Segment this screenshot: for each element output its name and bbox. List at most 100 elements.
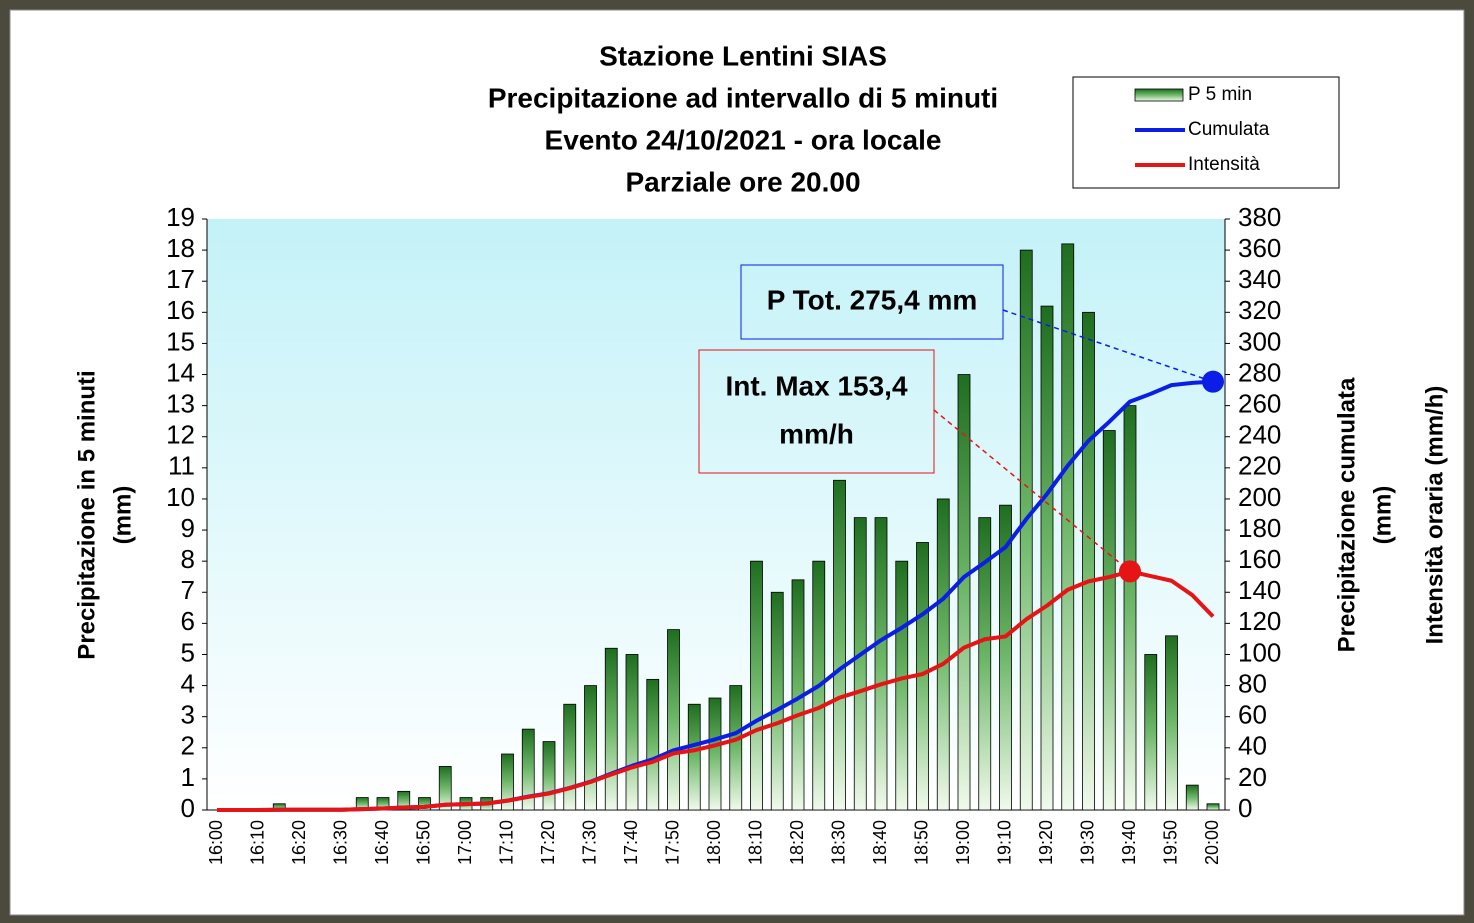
bar — [1144, 654, 1158, 811]
bar — [1040, 305, 1054, 811]
y2-axis-label: Precipitazione cumulata — [1333, 377, 1360, 652]
bar — [874, 517, 888, 811]
y2-tick-label: 180 — [1238, 513, 1281, 543]
bar — [1102, 430, 1116, 811]
bar — [895, 560, 909, 811]
x-tick-label: 16:40 — [372, 820, 392, 865]
annotation-box — [698, 349, 935, 474]
annotation-box — [740, 264, 1004, 340]
y-tick-label: 9 — [181, 513, 195, 543]
x-tick-label: 19:50 — [1160, 820, 1180, 865]
y3-axis-label: Intensità oraria (mm/h) — [1421, 386, 1448, 645]
bar — [999, 504, 1012, 811]
y-tick-label: 11 — [168, 451, 195, 481]
y-tick-label: 2 — [181, 731, 195, 761]
bar — [542, 741, 556, 811]
y2-tick-label: 340 — [1238, 264, 1281, 294]
y-tick-label: 10 — [166, 482, 195, 512]
y2-tick-label: 280 — [1238, 357, 1281, 387]
y-tick-label: 4 — [181, 668, 195, 698]
x-tick-label: 16:20 — [289, 820, 309, 865]
bar — [438, 766, 452, 811]
y2-tick-label: 0 — [1238, 793, 1252, 823]
x-tick-label: 17:10 — [496, 820, 516, 865]
x-tick-label: 18:30 — [828, 820, 848, 865]
chart-title: Precipitazione ad intervallo di 5 minuti — [488, 82, 998, 113]
y2-tick-label: 60 — [1238, 700, 1267, 730]
x-tick-label: 17:50 — [662, 820, 682, 865]
chart-title: Stazione Lentini SIAS — [599, 40, 887, 71]
line — [217, 569, 1215, 812]
y-tick-label: 17 — [166, 264, 195, 294]
legend-label: Cumulata — [1188, 119, 1270, 140]
y-tick-label: 14 — [166, 357, 195, 387]
legend-label: Intensità — [1188, 154, 1260, 175]
bar — [833, 479, 846, 811]
y2-tick-label: 80 — [1238, 668, 1267, 698]
x-tick-label: 17:30 — [579, 820, 599, 865]
y2-tick-label: 240 — [1238, 420, 1281, 450]
x-tick-label: 18:20 — [787, 820, 807, 865]
bar — [770, 591, 784, 811]
y2-tick-label: 220 — [1238, 451, 1281, 481]
legend-label: P 5 min — [1188, 84, 1252, 105]
y-tick-label: 13 — [166, 389, 195, 419]
bar — [563, 703, 577, 811]
y2-tick-label: 40 — [1238, 731, 1267, 761]
annotation-leader — [1002, 309, 1214, 383]
y2-tick-label: 120 — [1238, 606, 1281, 636]
x-tick-label: 18:10 — [745, 820, 765, 865]
chart-title: Evento 24/10/2021 - ora locale — [545, 124, 942, 155]
y2-tick-label: 160 — [1238, 544, 1281, 574]
y-tick-label: 8 — [181, 544, 195, 574]
y-tick-label: 19 — [166, 202, 195, 232]
bar — [957, 374, 971, 811]
x-tick-label: 19:10 — [994, 820, 1014, 865]
y-tick-label: 18 — [166, 233, 195, 263]
x-tick-label: 16:30 — [330, 820, 350, 865]
y-tick-label: 3 — [181, 700, 195, 730]
x-tick-label: 18:40 — [870, 820, 890, 865]
bar — [936, 498, 950, 811]
bar — [978, 517, 992, 811]
x-tick-label: 19:00 — [953, 820, 973, 865]
y2-tick-label: 320 — [1238, 295, 1281, 325]
annotation-leader — [933, 409, 1131, 573]
bar — [501, 753, 514, 811]
bar — [1019, 249, 1033, 811]
x-tick-label: 17:00 — [455, 820, 475, 865]
bar — [750, 560, 763, 811]
bar — [1185, 784, 1199, 811]
y-tick-label: 1 — [181, 762, 195, 792]
legend-swatch — [1134, 88, 1184, 102]
y-tick-label: 5 — [181, 637, 195, 667]
x-tick-label: 17:40 — [621, 820, 641, 865]
x-tick-label: 19:40 — [1119, 820, 1139, 865]
x-tick-label: 16:50 — [413, 820, 433, 865]
x-tick-label: 19:20 — [1036, 820, 1056, 865]
x-tick-label: 17:20 — [538, 820, 558, 865]
bar — [729, 685, 743, 811]
annotation-marker — [1119, 560, 1141, 583]
bar — [646, 678, 660, 811]
annotation-marker — [1202, 370, 1224, 393]
annotation-text: mm/h — [779, 418, 854, 449]
bar — [667, 629, 680, 811]
y2-tick-label: 100 — [1238, 637, 1281, 667]
chart-title: Parziale ore 20.00 — [625, 166, 860, 197]
bar — [687, 703, 701, 811]
y2-tick-label: 380 — [1238, 202, 1281, 232]
x-tick-label: 20:00 — [1202, 820, 1222, 865]
bar — [604, 647, 618, 811]
x-tick-label: 18:00 — [704, 820, 724, 865]
y-tick-label: 12 — [166, 420, 195, 450]
bar — [1165, 635, 1178, 811]
bar — [397, 790, 411, 811]
bar — [853, 517, 867, 811]
x-tick-label: 19:30 — [1077, 820, 1097, 865]
y-tick-label: 15 — [166, 326, 195, 356]
x-tick-label: 16:10 — [247, 820, 267, 865]
bar — [1082, 311, 1095, 811]
